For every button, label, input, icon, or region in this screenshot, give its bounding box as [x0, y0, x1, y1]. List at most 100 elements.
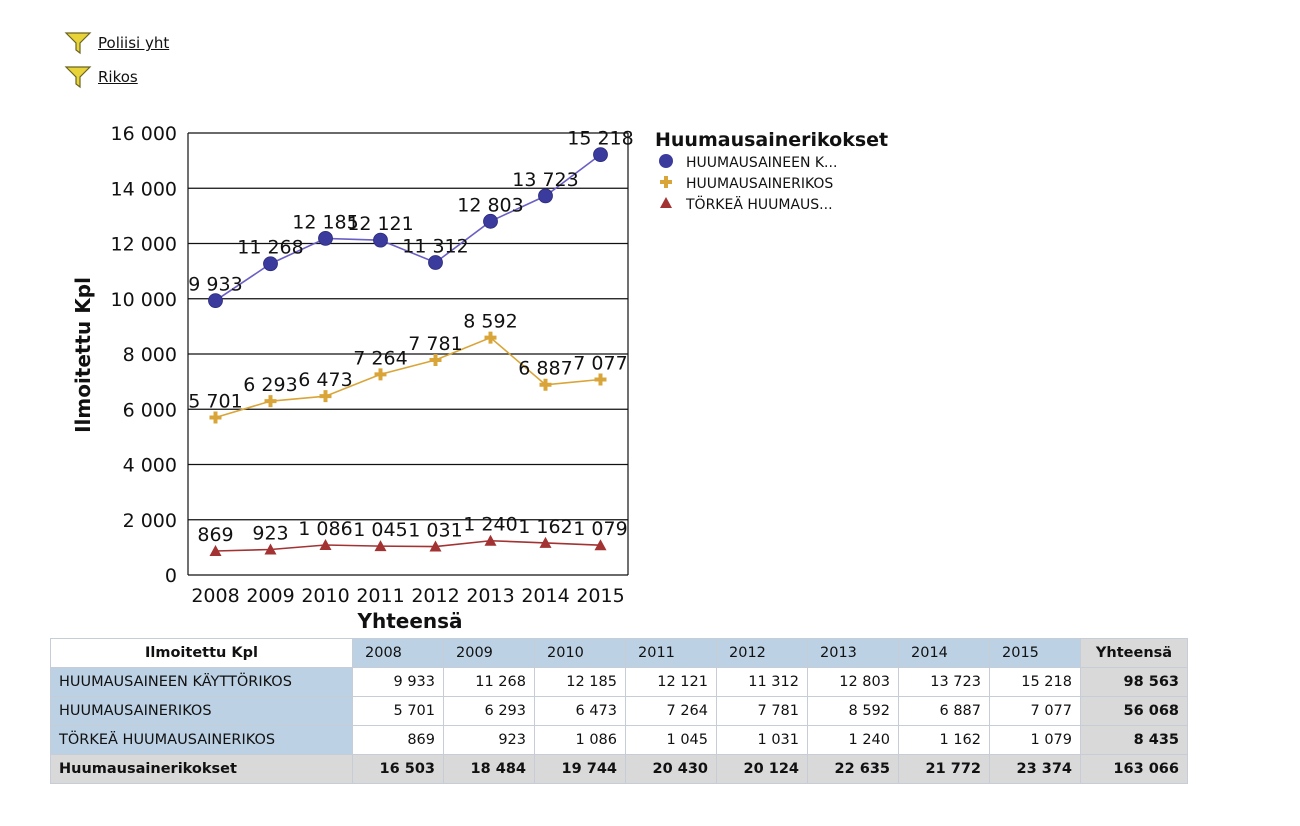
legend-label: HUUMAUSAINERIKOS [686, 176, 833, 192]
table-cell: 22 635 [807, 754, 899, 784]
y-tick-label: 0 [165, 565, 177, 587]
data-point [594, 539, 607, 551]
legend-label: HUUMAUSAINEEN K... [686, 155, 837, 171]
x-tick-label: 2009 [246, 585, 294, 607]
table-cell: 1 162 [898, 725, 990, 755]
table-cell: 21 772 [898, 754, 990, 784]
row-total: 56 068 [1080, 696, 1188, 726]
table-sum-row: Huumausainerikokset 16 503 18 484 19 744 20 … [50, 754, 1188, 784]
table-cell: 8 592 [807, 696, 899, 726]
data-point [484, 534, 497, 546]
legend-item-3: TÖRKEÄ HUUMAUS... [660, 195, 833, 213]
y-tick-label: 14 000 [111, 178, 177, 200]
total-header: Yhteensä [1080, 638, 1188, 668]
legend-marker [659, 154, 673, 168]
data-label: 7 264 [353, 347, 407, 369]
y-tick-label: 4 000 [123, 455, 177, 477]
data-point [263, 256, 278, 272]
table-cell: 11 268 [443, 667, 535, 697]
data-label: 8 592 [463, 311, 517, 333]
table-row: TÖRKEÄ HUUMAUSAINERIKOS 869 923 1 086 1 045 1… [50, 725, 1188, 755]
table-cell: 1 031 [716, 725, 808, 755]
funnel-icon [64, 66, 92, 89]
filter-poliisi-yht[interactable]: Poliisi yht [64, 30, 169, 56]
data-label: 7 781 [408, 333, 462, 355]
y-axis-title: Ilmoitettu Kpl [71, 277, 95, 433]
row-total: 163 066 [1080, 754, 1188, 784]
table-cell: 12 185 [534, 667, 626, 697]
data-point [539, 536, 552, 548]
table-cell: 923 [443, 725, 535, 755]
x-tick-label: 2013 [466, 585, 514, 607]
data-label: 1 031 [408, 520, 462, 542]
data-label: 869 [197, 524, 233, 546]
legend: Huumausainerikokset HUUMAUSAINEEN K... HU… [655, 129, 888, 213]
year-header: 2011 [625, 638, 717, 668]
data-point [539, 378, 552, 391]
data-label: 12 185 [292, 211, 358, 233]
data-point [209, 411, 222, 424]
year-header: 2009 [443, 638, 535, 668]
grid-lines [188, 132, 628, 576]
table-cell: 23 374 [989, 754, 1081, 784]
row-label: Huumausainerikokset [50, 754, 353, 784]
legend-marker [660, 176, 672, 188]
data-label: 923 [252, 523, 288, 545]
year-header: 2013 [807, 638, 899, 668]
data-point [373, 232, 388, 248]
row-label: HUUMAUSAINEEN KÄYTTÖRIKOS [50, 667, 353, 697]
data-label: 1 079 [573, 518, 627, 540]
row-total: 8 435 [1080, 725, 1188, 755]
filter-link-rikos[interactable]: Rikos [98, 68, 138, 86]
filter-link-poliisi-yht[interactable]: Poliisi yht [98, 34, 170, 52]
legend-item-2: HUUMAUSAINERIKOS [660, 176, 833, 192]
table-row: HUUMAUSAINEEN KÄYTTÖRIKOS 9 933 11 268 12 1… [50, 667, 1188, 697]
table-cell: 15 218 [989, 667, 1081, 697]
table-cell: 1 045 [625, 725, 717, 755]
data-point [484, 331, 497, 344]
x-tick-label: 2010 [301, 585, 349, 607]
data-table: Ilmoitettu Kpl 2008 2009 2010 2011 2012 2013 2… [50, 638, 1188, 784]
data-point [264, 395, 277, 408]
y-tick-label: 16 000 [111, 123, 177, 145]
data-label: 5 701 [188, 391, 242, 413]
data-label: 15 218 [567, 128, 633, 150]
x-tick-label: 2008 [191, 585, 239, 607]
y-tick-label: 6 000 [123, 399, 177, 421]
data-label: 1 162 [518, 516, 572, 538]
table-cell: 1 086 [534, 725, 626, 755]
row-total: 98 563 [1080, 667, 1188, 697]
table-cell: 16 503 [352, 754, 444, 784]
filter-rikos[interactable]: Rikos [64, 64, 138, 90]
table-cell: 7 781 [716, 696, 808, 726]
series-1 [208, 147, 608, 309]
data-label: 13 723 [512, 169, 578, 191]
y-tick-label: 12 000 [111, 234, 177, 256]
data-label: 1 086 [298, 518, 352, 540]
y-tick-label: 8 000 [123, 344, 177, 366]
legend-label: TÖRKEÄ HUUMAUS... [685, 195, 833, 213]
table-cell: 12 121 [625, 667, 717, 697]
data-point [483, 213, 498, 229]
table-cell: 20 124 [716, 754, 808, 784]
data-point [428, 255, 443, 270]
data-label: 6 293 [243, 374, 297, 396]
year-header: 2015 [989, 638, 1081, 668]
table-cell: 6 293 [443, 696, 535, 726]
data-label: 11 268 [237, 237, 303, 259]
table-cell: 1 079 [989, 725, 1081, 755]
year-header: 2010 [534, 638, 626, 668]
funnel-icon [64, 32, 92, 55]
x-tick-label: 2012 [411, 585, 459, 607]
data-label: 1 240 [463, 514, 517, 536]
table-cell: 6 473 [534, 696, 626, 726]
data-label: 12 121 [347, 213, 413, 235]
series-2 [209, 331, 607, 424]
table-cell: 1 240 [807, 725, 899, 755]
data-point [208, 293, 223, 309]
series-line [215, 153, 601, 302]
data-label: 6 473 [298, 369, 352, 391]
data-label: 11 312 [402, 236, 468, 258]
series-line [215, 336, 601, 419]
table-cell: 18 484 [443, 754, 535, 784]
